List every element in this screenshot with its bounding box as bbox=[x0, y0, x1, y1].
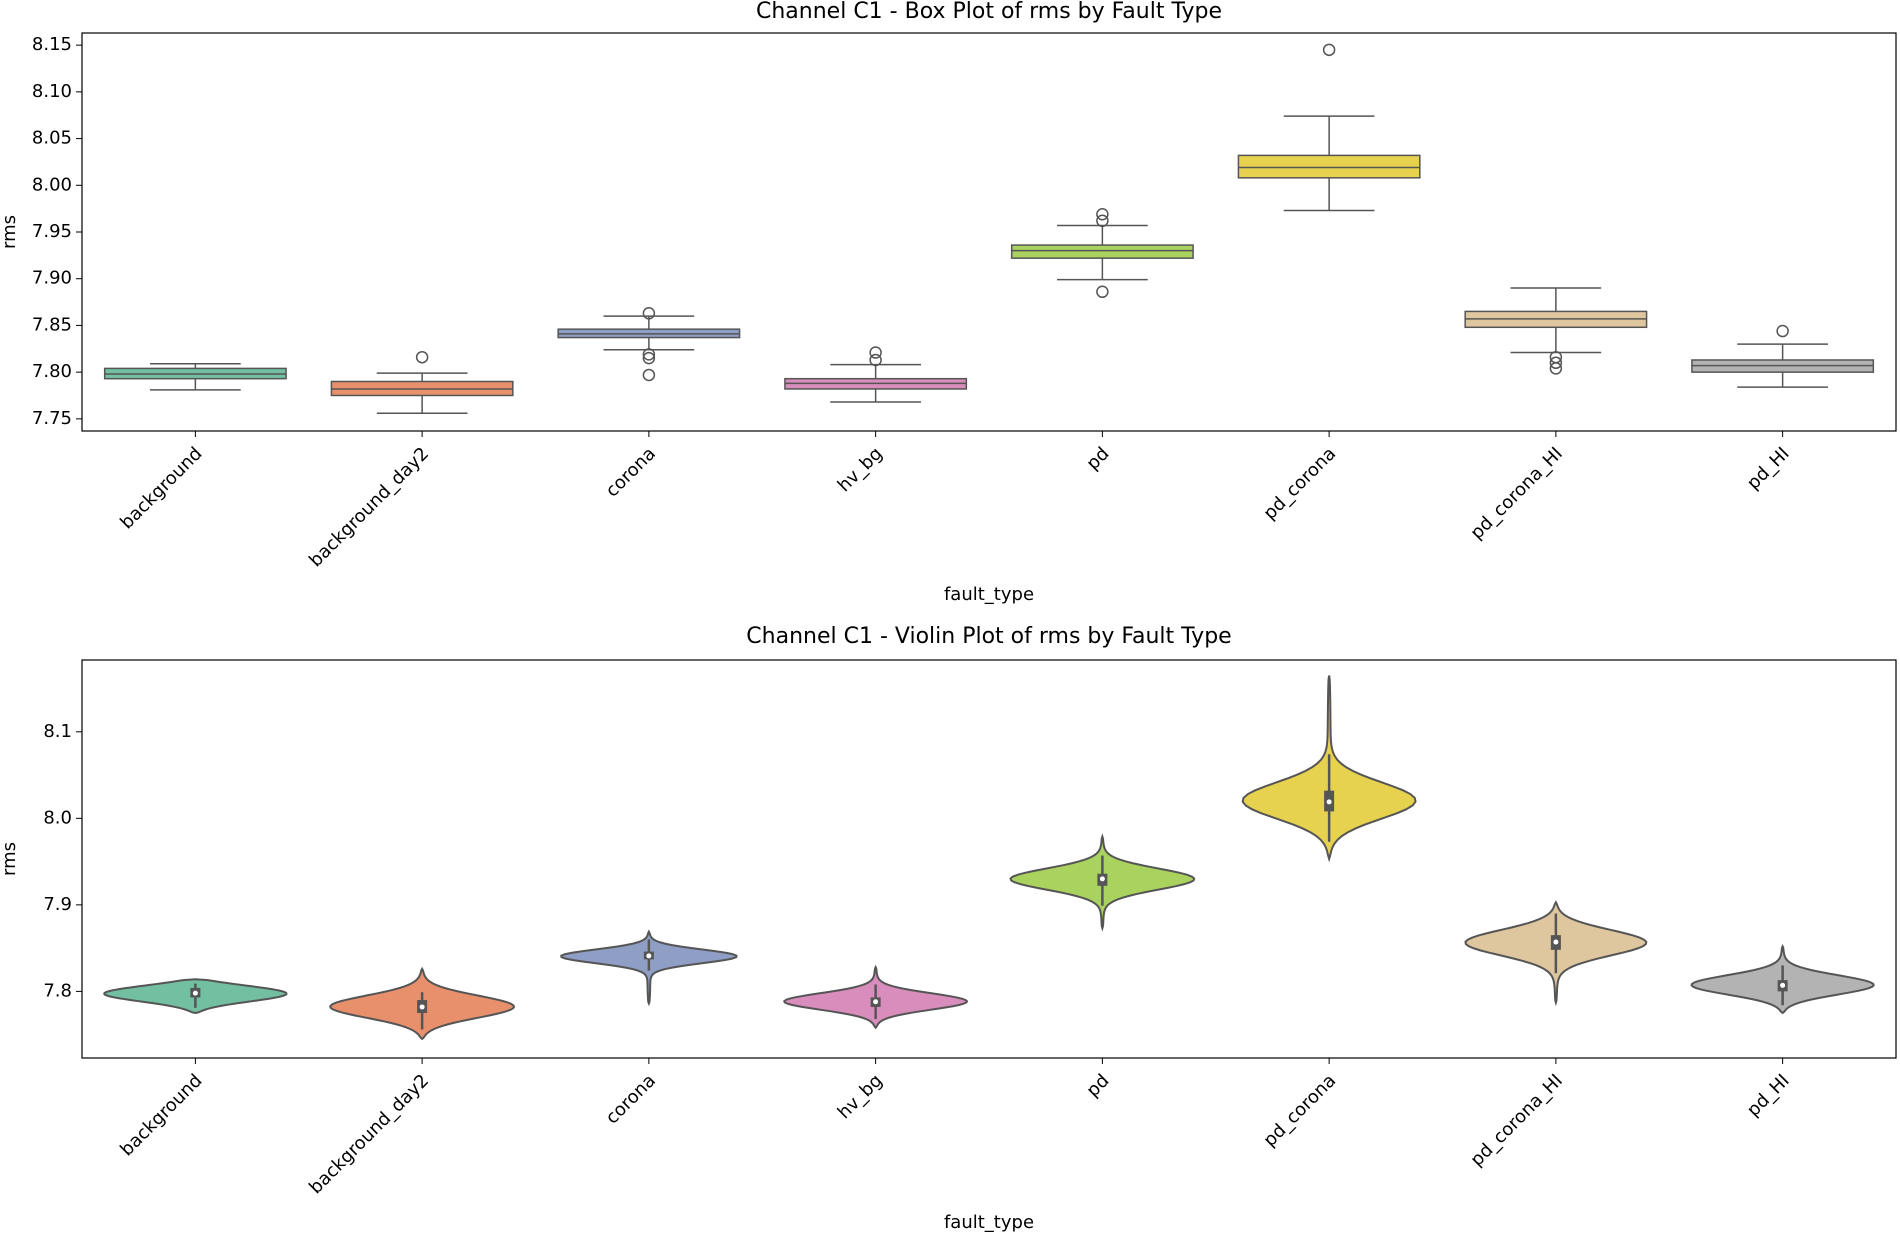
outlier bbox=[1096, 214, 1109, 228]
x-tick-label: hv_bg bbox=[834, 1070, 887, 1123]
y-tick-label: 7.80 bbox=[32, 361, 72, 382]
outlier bbox=[1096, 207, 1109, 221]
x-tick-label: pd_HI bbox=[1743, 443, 1794, 494]
outlier bbox=[415, 350, 429, 364]
outlier bbox=[869, 353, 882, 367]
y-tick-label: 7.85 bbox=[32, 314, 72, 335]
outlier bbox=[1776, 324, 1789, 338]
x-tick-label: corona bbox=[602, 1070, 660, 1128]
x-tick-label: background_day2 bbox=[305, 443, 433, 571]
box bbox=[1010, 244, 1194, 259]
x-tick-label: pd bbox=[1082, 443, 1113, 474]
chart-title: Channel C1 - Box Plot of rms by Fault Ty… bbox=[756, 0, 1222, 24]
x-axis-label: fault_type bbox=[944, 1212, 1034, 1233]
x-tick-label: background bbox=[116, 1070, 206, 1160]
violin-median bbox=[1099, 876, 1105, 882]
chart-title: Channel C1 - Violin Plot of rms by Fault… bbox=[746, 624, 1231, 649]
x-tick-label: pd_corona bbox=[1259, 443, 1340, 524]
x-tick-label: corona bbox=[602, 443, 660, 501]
outlier bbox=[642, 351, 656, 365]
y-tick-label: 8.10 bbox=[32, 81, 72, 102]
x-tick-label: pd_corona_HI bbox=[1466, 443, 1566, 543]
violin-median bbox=[1326, 799, 1332, 805]
x-axis-label: fault_type bbox=[944, 584, 1034, 605]
outlier bbox=[869, 346, 882, 359]
violin-median bbox=[1553, 939, 1559, 945]
y-tick-label: 7.75 bbox=[32, 408, 72, 429]
outlier bbox=[642, 348, 656, 361]
outlier bbox=[1549, 356, 1563, 370]
y-tick-label: 8.05 bbox=[32, 128, 72, 149]
plot-frame bbox=[81, 32, 1897, 432]
x-tick-label: pd bbox=[1082, 1070, 1113, 1101]
y-axis-label: rms bbox=[0, 215, 20, 249]
outlier bbox=[1549, 362, 1563, 375]
y-axis-label: rms bbox=[0, 842, 20, 876]
y-tick-label: 8.1 bbox=[43, 721, 72, 742]
x-tick-label: background_day2 bbox=[305, 1070, 433, 1198]
y-tick-label: 7.8 bbox=[43, 980, 72, 1001]
x-tick-label: pd_HI bbox=[1743, 1070, 1794, 1121]
outlier bbox=[642, 368, 656, 382]
violin-median bbox=[419, 1004, 425, 1010]
y-tick-label: 8.15 bbox=[32, 34, 72, 55]
box bbox=[1237, 154, 1421, 179]
violin-median bbox=[1780, 982, 1786, 988]
outlier bbox=[1096, 285, 1109, 299]
y-tick-label: 7.95 bbox=[32, 221, 72, 242]
y-tick-label: 7.9 bbox=[43, 894, 72, 915]
violin-median bbox=[192, 990, 198, 996]
x-tick-label: pd_corona_HI bbox=[1466, 1070, 1566, 1170]
violin-median bbox=[646, 953, 652, 959]
y-tick-label: 8.0 bbox=[43, 807, 72, 828]
x-tick-label: background bbox=[116, 443, 206, 533]
x-tick-label: hv_bg bbox=[834, 443, 887, 496]
outlier bbox=[1322, 43, 1336, 57]
x-tick-label: pd_corona bbox=[1259, 1070, 1340, 1151]
outlier bbox=[642, 307, 656, 320]
plot-frame bbox=[81, 659, 1897, 1059]
violin-median bbox=[873, 999, 879, 1005]
y-tick-label: 8.00 bbox=[32, 174, 72, 195]
y-tick-label: 7.90 bbox=[32, 268, 72, 289]
